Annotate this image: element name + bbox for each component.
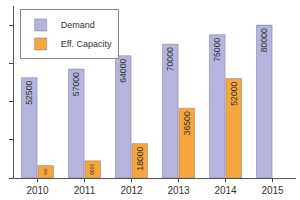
svg-text:2012: 2012 — [120, 185, 143, 196]
svg-text:75000: 75000 — [212, 38, 222, 62]
svg-text:2010: 2010 — [26, 185, 49, 196]
svg-text:52500: 52500 — [24, 81, 34, 105]
svg-text:36500: 36500 — [182, 111, 192, 135]
svg-text:70000: 70000 — [165, 47, 175, 71]
svg-text:2014: 2014 — [214, 185, 237, 196]
svg-text:64000: 64000 — [118, 59, 128, 83]
svg-text:9000: 9000 — [89, 164, 95, 175]
svg-text:80000: 80000 — [259, 28, 269, 52]
svg-text:52000: 52000 — [229, 81, 239, 105]
svg-text:2011: 2011 — [74, 185, 96, 196]
svg-text:2013: 2013 — [167, 185, 190, 196]
svg-text:57000: 57000 — [71, 72, 81, 96]
svg-text:6500: 6500 — [44, 168, 48, 175]
svg-text:18000: 18000 — [135, 146, 145, 170]
svg-text:2015: 2015 — [261, 185, 284, 196]
svg-text:Demand: Demand — [61, 20, 95, 30]
svg-text:Eff. Capacity: Eff. Capacity — [61, 39, 112, 49]
